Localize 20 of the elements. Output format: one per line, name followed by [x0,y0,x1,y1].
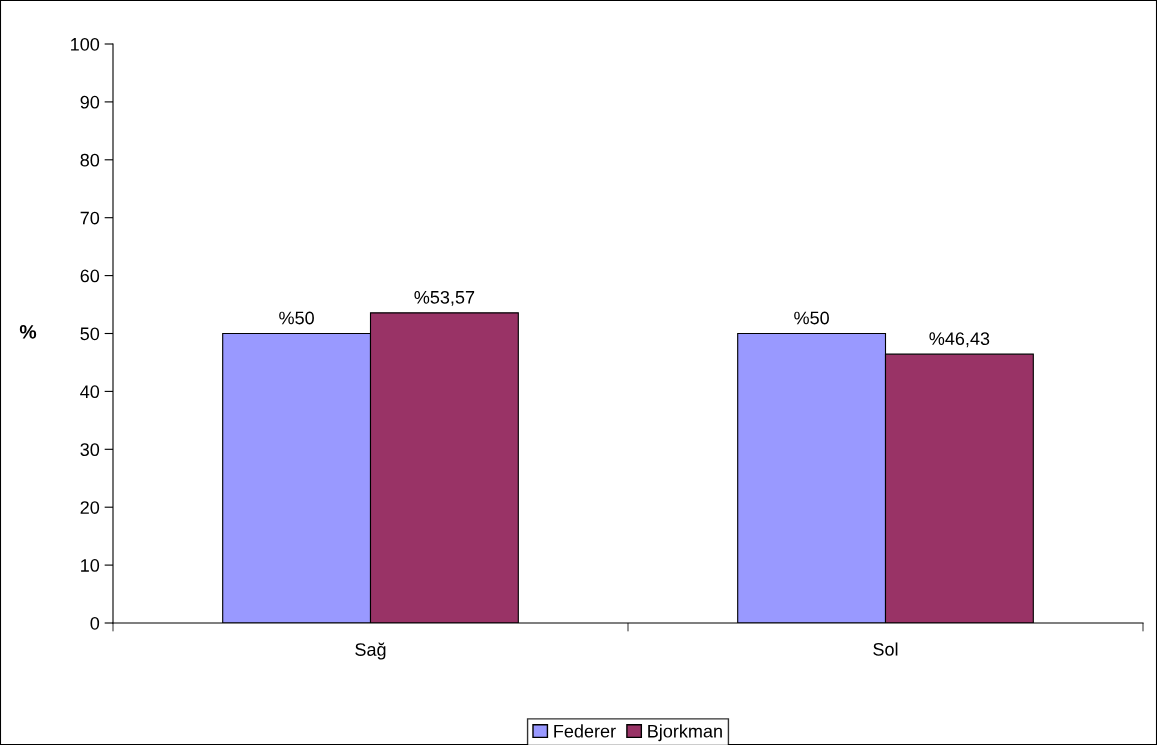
x-tick-label: Sağ [355,642,386,660]
data-label: %46,43 [929,332,990,348]
data-label: %53,57 [414,290,475,306]
y-axis-title: % [19,325,37,339]
y-tick-label: 30 [80,443,100,457]
legend-label: Federer [554,724,616,738]
y-tick-label: 60 [80,269,100,283]
x-tick-label: Sol [873,642,898,656]
data-label: %50 [794,311,829,325]
y-tick-label: 100 [71,37,100,51]
data-label: %50 [279,311,314,325]
legend-label: Bjorkman [648,724,722,742]
y-tick-label: 10 [81,559,100,572]
y-tick-label: 50 [80,327,100,341]
y-tick-label: 0 [90,616,100,630]
y-tick-label: 40 [80,385,100,399]
y-tick-label: 20 [80,501,100,514]
y-tick-label: 80 [80,153,100,167]
y-tick-label: 90 [80,95,100,109]
y-tick-label: 70 [80,211,100,225]
